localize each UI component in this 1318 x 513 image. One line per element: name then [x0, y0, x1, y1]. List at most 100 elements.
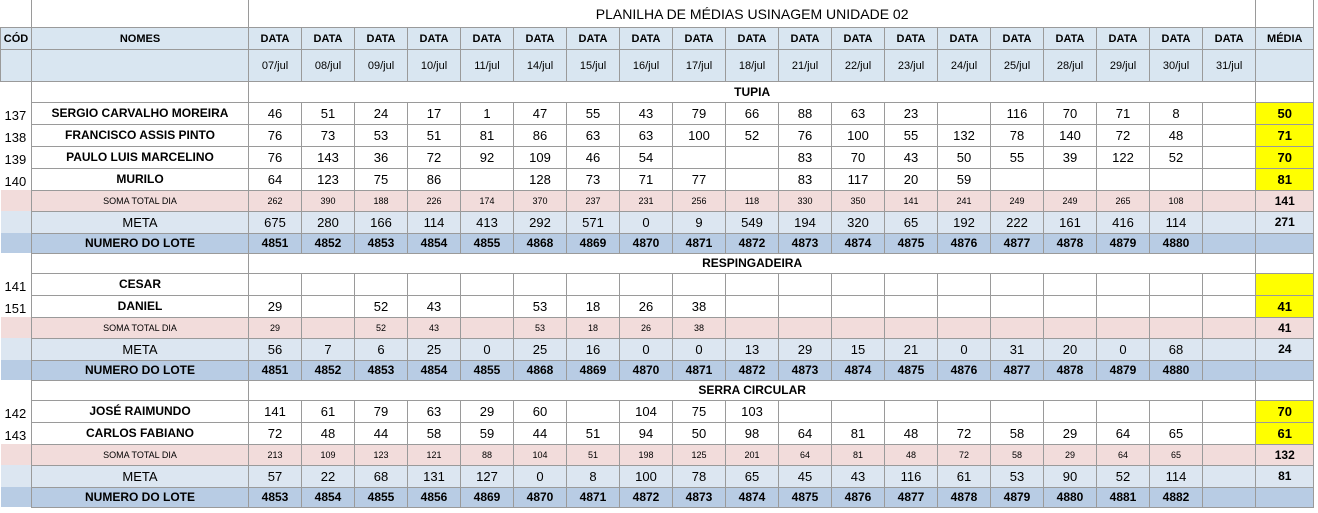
value-cell[interactable]: 47	[513, 101, 567, 125]
value-cell[interactable]: 116	[990, 101, 1044, 125]
date-header[interactable]: 09/jul	[354, 49, 408, 82]
date-header[interactable]: 11/jul	[460, 49, 514, 82]
soma-value[interactable]: 51	[566, 443, 620, 466]
soma-value[interactable]: 29	[1043, 443, 1097, 466]
value-cell[interactable]: 55	[566, 101, 620, 125]
soma-value[interactable]: 18	[566, 316, 620, 339]
lote-value[interactable]: 4873	[778, 232, 832, 254]
soma-value[interactable]: 104	[513, 443, 567, 466]
section-title[interactable]: RESPINGADEIRA	[247, 252, 1257, 274]
employee-name[interactable]: PAULO LUIS MARCELINO	[31, 145, 249, 169]
date-header[interactable]: 10/jul	[407, 49, 461, 82]
employee-name[interactable]: CESAR	[31, 272, 249, 296]
date-header[interactable]: 18/jul	[725, 49, 779, 82]
date-header[interactable]: 31/jul	[1201, 49, 1257, 82]
value-cell[interactable]: 1	[460, 101, 514, 125]
employee-code[interactable]: 138	[0, 124, 32, 146]
meta-value[interactable]: 0	[937, 337, 991, 361]
blank-cell[interactable]	[31, 49, 249, 82]
blank-cell[interactable]	[31, 379, 249, 401]
value-cell[interactable]	[831, 272, 885, 296]
date-header[interactable]: 23/jul	[884, 49, 938, 82]
meta-value[interactable]: 57	[248, 464, 302, 488]
employee-name[interactable]: DANIEL	[31, 294, 249, 318]
date-header[interactable]: 22/jul	[831, 49, 885, 82]
meta-value[interactable]: 20	[1043, 337, 1097, 361]
value-cell[interactable]: 38	[672, 294, 726, 318]
lote-value[interactable]: 4876	[937, 232, 991, 254]
soma-value[interactable]: 121	[407, 443, 461, 466]
value-cell[interactable]	[248, 272, 302, 296]
blank-cell[interactable]	[1255, 0, 1315, 28]
value-cell[interactable]	[1043, 167, 1097, 191]
soma-value[interactable]: 123	[354, 443, 408, 466]
value-cell[interactable]: 109	[513, 145, 567, 169]
date-header[interactable]: 28/jul	[1043, 49, 1097, 82]
value-cell[interactable]: 20	[884, 167, 938, 191]
meta-value[interactable]: 90	[1043, 464, 1097, 488]
value-cell[interactable]	[513, 272, 567, 296]
soma-value[interactable]	[460, 316, 514, 339]
lote-value[interactable]: 4870	[619, 232, 673, 254]
value-cell[interactable]	[1043, 294, 1097, 318]
lote-value[interactable]: 4855	[460, 232, 514, 254]
value-cell[interactable]: 70	[831, 145, 885, 169]
value-cell[interactable]: 71	[1096, 101, 1150, 125]
lote-value[interactable]: 4875	[778, 486, 832, 508]
lote-value[interactable]: 4882	[1149, 486, 1203, 508]
value-cell[interactable]	[884, 272, 938, 296]
meta-value[interactable]: 65	[884, 210, 938, 234]
date-header[interactable]: 15/jul	[566, 49, 620, 82]
meta-value[interactable]: 7	[301, 337, 355, 361]
lote-value[interactable]: 4874	[831, 359, 885, 381]
value-cell[interactable]	[566, 399, 620, 423]
value-cell[interactable]	[1201, 421, 1257, 445]
employee-code[interactable]: 151	[0, 295, 32, 317]
meta-value[interactable]: 22	[301, 464, 355, 488]
value-cell[interactable]	[937, 294, 991, 318]
media-cell[interactable]: 81	[1255, 167, 1315, 191]
lote-value[interactable]: 4853	[248, 486, 302, 508]
soma-value[interactable]: 26	[619, 316, 673, 339]
value-cell[interactable]: 71	[619, 167, 673, 191]
value-cell[interactable]: 29	[248, 294, 302, 318]
value-cell[interactable]: 53	[354, 123, 408, 147]
media-cell[interactable]	[1255, 272, 1315, 296]
meta-value[interactable]: 194	[778, 210, 832, 234]
meta-value[interactable]: 0	[1096, 337, 1150, 361]
soma-value[interactable]: 118	[725, 189, 779, 212]
lote-value[interactable]: 4879	[1096, 359, 1150, 381]
employee-name[interactable]: SERGIO CARVALHO MOREIRA	[31, 101, 249, 125]
soma-value[interactable]	[1201, 443, 1257, 466]
meta-value[interactable]: 320	[831, 210, 885, 234]
value-cell[interactable]: 78	[990, 123, 1044, 147]
meta-value[interactable]: 13	[725, 337, 779, 361]
value-cell[interactable]	[990, 272, 1044, 296]
value-cell[interactable]: 140	[1043, 123, 1097, 147]
lote-value[interactable]: 4870	[619, 359, 673, 381]
blank-cell[interactable]	[0, 81, 32, 102]
value-cell[interactable]	[460, 272, 514, 296]
meta-value[interactable]: 65	[725, 464, 779, 488]
blank-cell[interactable]	[31, 81, 249, 103]
value-cell[interactable]: 50	[937, 145, 991, 169]
meta-value[interactable]: 131	[407, 464, 461, 488]
lote-value[interactable]: 4871	[672, 359, 726, 381]
soma-value[interactable]: 108	[1149, 189, 1203, 212]
soma-value[interactable]: 256	[672, 189, 726, 212]
section-title[interactable]: TUPIA	[247, 81, 1257, 103]
value-cell[interactable]: 24	[354, 101, 408, 125]
value-cell[interactable]: 63	[619, 123, 673, 147]
blank-cell[interactable]	[0, 380, 32, 400]
employee-code[interactable]: 143	[0, 422, 32, 444]
soma-value[interactable]	[1043, 316, 1097, 339]
value-cell[interactable]: 39	[1043, 145, 1097, 169]
value-cell[interactable]	[937, 399, 991, 423]
value-cell[interactable]	[831, 399, 885, 423]
data-header[interactable]: DATA	[248, 27, 302, 50]
soma-value[interactable]: 213	[248, 443, 302, 466]
value-cell[interactable]: 58	[990, 421, 1044, 445]
value-cell[interactable]	[1043, 272, 1097, 296]
soma-value[interactable]: 249	[1043, 189, 1097, 212]
media-cell[interactable]: 61	[1255, 421, 1315, 445]
